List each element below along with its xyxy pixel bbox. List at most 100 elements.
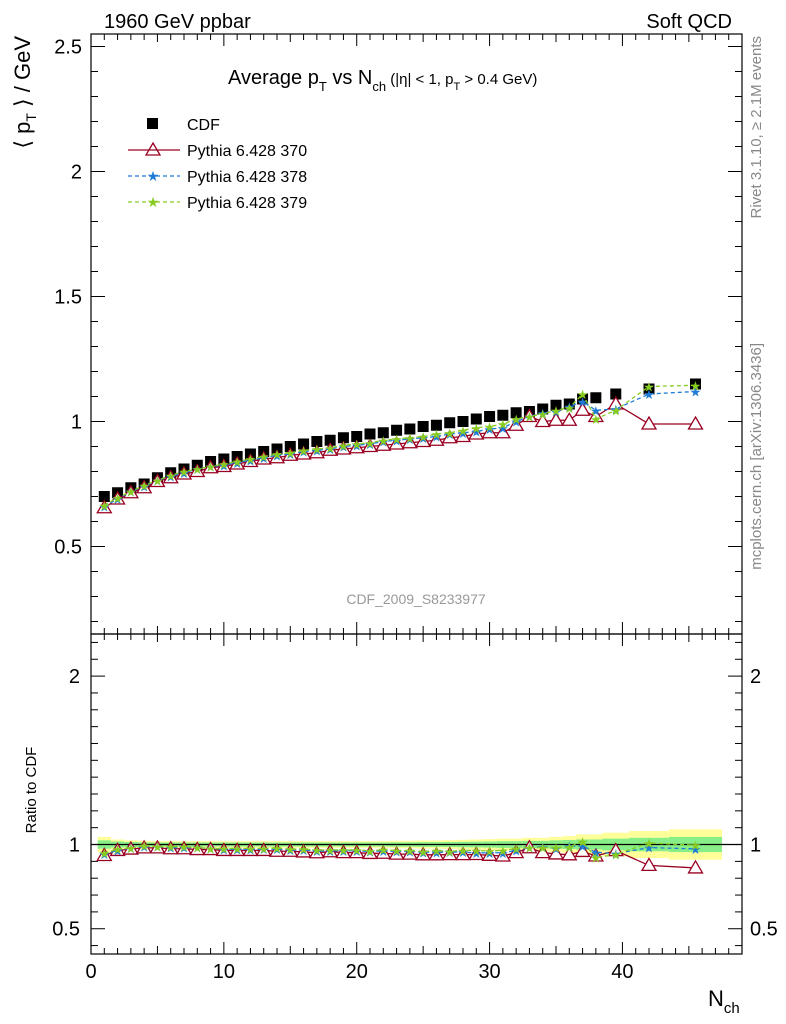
point-379: ★	[590, 412, 602, 427]
point-370	[415, 433, 432, 448]
point-cdf	[563, 398, 575, 410]
point-379: ★	[311, 442, 323, 457]
point-378: ★	[457, 426, 469, 441]
point-378: ★	[138, 480, 150, 495]
point-ratio-370	[454, 846, 472, 861]
point-379: ★	[324, 441, 336, 456]
ratio-panel-frame	[90, 633, 743, 955]
point-cdf	[337, 432, 349, 444]
point-ratio-370	[640, 857, 658, 872]
point-ratio-379: ★	[550, 841, 562, 856]
point-ratio-378: ★	[577, 839, 589, 854]
point-370	[587, 408, 604, 423]
point-370	[295, 445, 312, 460]
point-ratio-378: ★	[391, 844, 403, 859]
point-378: ★	[510, 415, 522, 430]
point-370	[96, 499, 113, 514]
point-ratio-370	[308, 844, 325, 859]
point-cdf	[98, 491, 110, 502]
point-379: ★	[577, 387, 589, 402]
point-cdf	[470, 413, 482, 425]
legend-label-378: Pythia 6.428 378	[187, 169, 307, 186]
legend-marker-cdf	[147, 118, 158, 129]
point-ratio-379: ★	[98, 846, 110, 861]
y-tick-label: 2	[71, 162, 82, 184]
point-378: ★	[284, 447, 296, 462]
point-ratio-379: ★	[165, 840, 177, 855]
point-ratio-378: ★	[271, 842, 283, 857]
x-tick-label: 0	[85, 961, 96, 983]
y-tick-label: 1	[71, 412, 82, 434]
point-378: ★	[537, 406, 549, 421]
point-ratio-379: ★	[577, 834, 589, 849]
point-ratio-378: ★	[510, 843, 522, 858]
y-tick-label-right: 1	[750, 835, 761, 857]
point-ratio-379: ★	[284, 842, 296, 857]
point-379: ★	[550, 403, 562, 418]
point-ratio-378: ★	[404, 844, 416, 859]
analysis-id: CDF_2009_S8233977	[346, 591, 486, 607]
point-cdf	[590, 392, 602, 404]
point-cdf	[284, 441, 296, 452]
point-ratio-379: ★	[351, 843, 363, 858]
point-ratio-379: ★	[311, 843, 323, 858]
point-ratio-379: ★	[191, 841, 203, 856]
point-370	[454, 428, 472, 443]
point-ratio-378: ★	[470, 846, 482, 861]
point-379: ★	[510, 412, 522, 427]
point-ratio-379: ★	[524, 841, 536, 856]
point-370	[401, 434, 418, 449]
point-379: ★	[284, 446, 296, 461]
y-tick-label: 0.5	[54, 537, 82, 559]
point-ratio-378: ★	[444, 845, 456, 860]
point-378: ★	[377, 435, 389, 450]
x-tick-label: 40	[611, 961, 633, 983]
point-379: ★	[205, 460, 217, 475]
point-378: ★	[311, 443, 323, 458]
legend-label-cdf: CDF	[187, 117, 220, 134]
point-379: ★	[231, 455, 243, 470]
point-378: ★	[497, 421, 509, 436]
point-ratio-378: ★	[178, 841, 190, 856]
point-378: ★	[590, 403, 602, 418]
point-ratio-370	[574, 843, 591, 858]
point-ratio-370	[361, 845, 379, 860]
point-ratio-378: ★	[537, 840, 549, 855]
series-line-ratio-379	[104, 840, 696, 859]
point-ratio-370	[521, 839, 538, 854]
point-ratio-379: ★	[444, 844, 456, 859]
point-ratio-379: ★	[258, 841, 270, 856]
point-378: ★	[690, 385, 702, 400]
point-cdf	[351, 431, 363, 442]
point-378: ★	[391, 433, 403, 448]
y-tick-label: 2	[69, 666, 80, 688]
chart-title: Average pT vs Nch (|η| < 1, pT > 0.4 GeV…	[228, 67, 537, 94]
point-cdf	[484, 411, 496, 422]
point-370	[428, 431, 445, 446]
point-379: ★	[377, 433, 389, 448]
point-379: ★	[417, 430, 429, 445]
legend: CDF Pythia 6.428 370 ★ Pythia 6.428 378 …	[128, 117, 307, 212]
point-ratio-378: ★	[643, 841, 655, 856]
point-378: ★	[550, 405, 562, 420]
point-ratio-378: ★	[311, 844, 323, 859]
header-category: Soft QCD	[646, 11, 732, 33]
point-ratio-370	[534, 844, 551, 859]
point-379: ★	[364, 436, 376, 451]
point-ratio-378: ★	[524, 841, 536, 856]
point-379: ★	[524, 410, 536, 425]
point-379: ★	[112, 491, 124, 506]
point-ratio-379: ★	[377, 843, 389, 858]
point-ratio-370	[189, 841, 206, 856]
point-370	[494, 424, 511, 439]
point-ratio-379: ★	[245, 841, 257, 856]
point-cdf	[324, 434, 336, 446]
point-379: ★	[178, 465, 190, 480]
point-ratio-379: ★	[231, 841, 243, 856]
legend-marker-379: ★	[147, 194, 160, 210]
point-ratio-378: ★	[138, 840, 150, 855]
point-cdf	[404, 423, 416, 435]
point-ratio-370	[481, 847, 498, 861]
point-378: ★	[178, 466, 190, 481]
